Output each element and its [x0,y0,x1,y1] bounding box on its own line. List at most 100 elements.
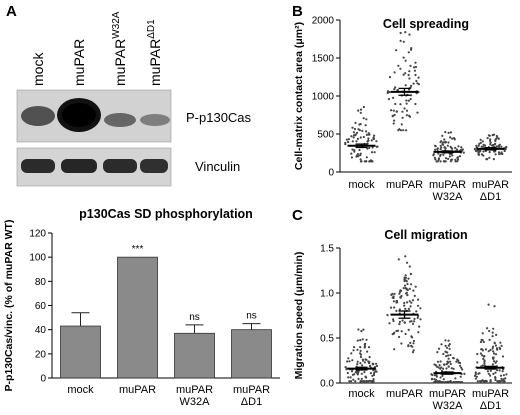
data-point [475,150,478,153]
data-point [347,138,350,141]
data-point [448,360,452,363]
x-category-label-3-1: ΔD1 [241,396,262,408]
data-point [363,371,366,374]
data-point [351,126,354,129]
data-point [351,148,354,151]
data-point [437,158,440,161]
data-point [449,362,452,366]
data-point [369,372,372,375]
data-point [399,31,402,35]
data-point [409,98,412,101]
data-point [350,152,353,155]
y-tick-label-1: 500 [317,130,334,141]
data-point [372,378,375,381]
data-point [402,73,405,76]
data-point [359,108,363,111]
data-point [479,138,482,141]
data-point [403,107,406,110]
data-point [357,371,360,374]
data-point [482,154,485,157]
band-p130cas-mock [21,106,55,126]
data-point [411,336,414,339]
data-point [417,83,420,86]
blot-lane-labels: mock muPAR muPARW32A muPARΔD1 [30,11,163,86]
data-point [407,277,410,280]
data-point [373,134,376,137]
data-point [394,86,397,89]
data-point [439,154,442,157]
data-point [363,345,367,348]
data-point [484,348,487,351]
data-point [363,361,366,364]
data-point [392,318,395,321]
data-point [489,141,492,144]
x-category-label-3-0: muPAR [233,384,270,396]
data-point [404,59,407,62]
data-point [371,160,374,163]
data-point [409,341,412,344]
x-category-label-2-0: muPAR [429,179,466,191]
data-point [405,99,408,102]
panel-a: A mock muPAR muPARW32A muPARΔD1 [6,3,252,187]
data-point [409,305,412,308]
data-point [359,380,362,383]
x-category-label-3-1: ΔD1 [480,400,501,412]
data-point [401,116,404,119]
data-point [359,339,362,342]
bar-0 [60,325,101,379]
data-point [436,147,439,150]
annotation-2: ns [189,312,200,323]
data-point [463,372,466,375]
data-point [402,40,405,43]
data-point [356,363,359,366]
data-point [372,369,375,372]
data-point [483,355,486,358]
data-point [368,360,371,363]
data-point [446,360,449,363]
data-point [344,143,347,146]
data-point [441,142,444,146]
data-point [437,347,441,350]
data-point [439,360,442,363]
data-point [365,380,368,383]
data-point [397,64,400,67]
data-point [410,47,413,50]
data-point [504,377,507,380]
data-point [392,109,395,112]
data-point [399,296,402,299]
data-point [394,102,397,106]
y-tick-label-3: 60 [35,301,47,312]
data-point [404,307,407,310]
data-point [413,294,416,297]
data-point [364,124,367,127]
data-point [347,376,350,379]
data-point [479,141,482,144]
data-point [409,64,412,67]
data-point [494,139,497,143]
data-point [416,304,420,307]
data-point [449,131,452,134]
data-point [452,381,455,384]
x-category-label-2-0: muPAR [176,384,213,396]
data-point [393,306,396,309]
data-point [487,134,490,137]
data-point [365,133,368,136]
data-point [487,303,490,306]
data-point [344,366,347,369]
y-tick-label-2: 40 [35,325,47,336]
data-point [419,307,422,310]
data-point [403,321,406,324]
data-point [347,357,350,360]
blot-p130cas-strip [16,89,172,143]
data-point [492,352,496,355]
data-point [436,351,439,354]
data-point [372,362,375,366]
data-point [486,327,489,330]
data-point [445,346,449,349]
y-tick-label-5: 100 [29,253,46,264]
data-point [359,158,362,161]
data-point [485,158,488,161]
data-point [362,117,365,120]
data-point [404,332,407,336]
data-point [416,316,419,319]
